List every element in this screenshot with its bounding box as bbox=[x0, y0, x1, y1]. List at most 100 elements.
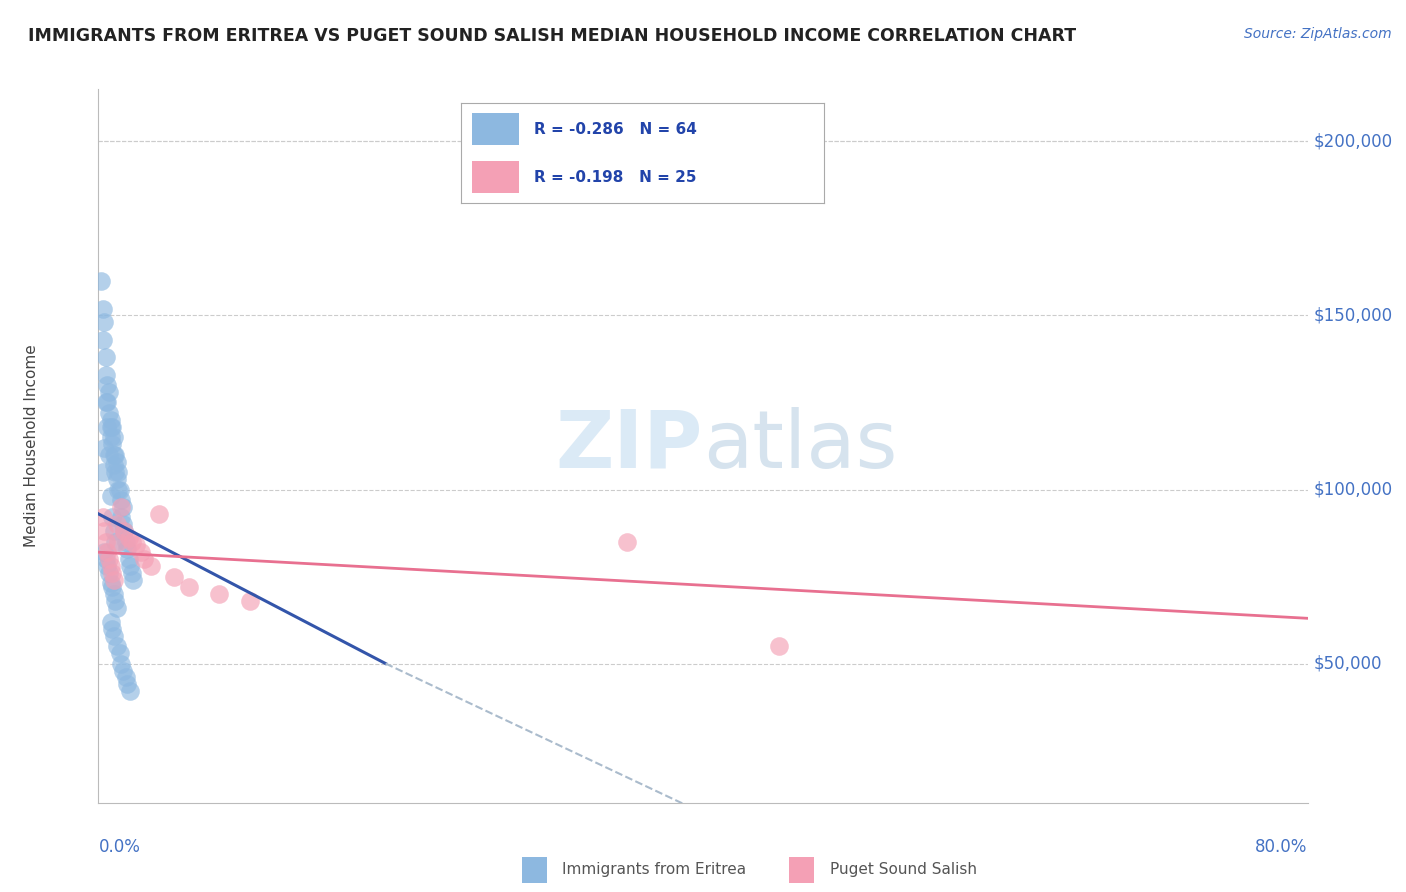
Point bbox=[100, 420, 122, 434]
Point bbox=[114, 534, 136, 549]
Point bbox=[132, 552, 155, 566]
Point bbox=[125, 538, 148, 552]
Text: Source: ZipAtlas.com: Source: ZipAtlas.com bbox=[1244, 27, 1392, 41]
Point bbox=[112, 524, 135, 539]
Text: Immigrants from Eritrea: Immigrants from Eritrea bbox=[562, 863, 747, 877]
Point bbox=[107, 483, 129, 497]
Point bbox=[100, 413, 122, 427]
Point bbox=[103, 448, 125, 462]
Point bbox=[105, 639, 128, 653]
Point bbox=[118, 531, 141, 545]
Point bbox=[94, 368, 117, 382]
Point bbox=[110, 500, 132, 514]
Point bbox=[101, 622, 124, 636]
Point bbox=[108, 483, 131, 497]
Point bbox=[115, 541, 138, 556]
Text: ZIP: ZIP bbox=[555, 407, 703, 485]
Point bbox=[98, 406, 121, 420]
Point bbox=[103, 524, 125, 539]
Point bbox=[96, 395, 118, 409]
Point bbox=[104, 465, 127, 479]
Point bbox=[120, 684, 142, 698]
Point bbox=[91, 510, 114, 524]
Point bbox=[101, 566, 124, 580]
Point bbox=[93, 441, 115, 455]
Point bbox=[239, 594, 262, 608]
Text: $100,000: $100,000 bbox=[1313, 481, 1393, 499]
Point bbox=[120, 559, 142, 574]
Point bbox=[94, 350, 117, 364]
Point bbox=[108, 646, 131, 660]
Point bbox=[105, 600, 128, 615]
Point bbox=[100, 576, 122, 591]
Point bbox=[101, 420, 124, 434]
Text: $150,000: $150,000 bbox=[1313, 307, 1393, 325]
Point bbox=[98, 566, 121, 580]
Point bbox=[93, 315, 115, 329]
Point bbox=[148, 507, 170, 521]
Point bbox=[96, 378, 118, 392]
Point bbox=[104, 594, 127, 608]
Point bbox=[103, 587, 125, 601]
Point bbox=[105, 517, 128, 532]
Point bbox=[122, 573, 145, 587]
Text: IMMIGRANTS FROM ERITREA VS PUGET SOUND SALISH MEDIAN HOUSEHOLD INCOME CORRELATIO: IMMIGRANTS FROM ERITREA VS PUGET SOUND S… bbox=[28, 27, 1076, 45]
Point bbox=[101, 510, 124, 524]
Point bbox=[141, 559, 163, 574]
Point bbox=[103, 573, 125, 587]
Point bbox=[111, 500, 134, 514]
Text: Puget Sound Salish: Puget Sound Salish bbox=[830, 863, 977, 877]
Point bbox=[616, 534, 638, 549]
Point bbox=[118, 552, 141, 566]
Text: atlas: atlas bbox=[703, 407, 897, 485]
Point bbox=[114, 671, 136, 685]
Point bbox=[101, 437, 124, 451]
Point bbox=[121, 566, 143, 580]
Point bbox=[100, 430, 122, 444]
Point bbox=[121, 534, 143, 549]
Point bbox=[100, 615, 122, 629]
Point bbox=[105, 455, 128, 469]
Point bbox=[208, 587, 231, 601]
Point bbox=[94, 552, 117, 566]
Point bbox=[98, 385, 121, 400]
Point bbox=[768, 639, 790, 653]
Point bbox=[96, 559, 118, 574]
Point bbox=[91, 333, 114, 347]
Point bbox=[103, 430, 125, 444]
Point bbox=[100, 490, 122, 504]
Point bbox=[111, 517, 134, 532]
Point bbox=[103, 629, 125, 643]
Point bbox=[112, 524, 135, 539]
Point bbox=[163, 569, 186, 583]
Point bbox=[93, 545, 115, 559]
Point bbox=[100, 559, 122, 574]
Point bbox=[101, 580, 124, 594]
Point bbox=[96, 545, 118, 559]
Point bbox=[115, 677, 138, 691]
Point bbox=[105, 472, 128, 486]
Text: 0.0%: 0.0% bbox=[98, 838, 141, 856]
Point bbox=[98, 552, 121, 566]
Point bbox=[91, 301, 114, 316]
Point bbox=[107, 465, 129, 479]
Point bbox=[94, 395, 117, 409]
Point bbox=[104, 534, 127, 549]
Text: 80.0%: 80.0% bbox=[1256, 838, 1308, 856]
Point bbox=[107, 534, 129, 549]
Point bbox=[98, 448, 121, 462]
Point bbox=[177, 580, 201, 594]
Point bbox=[93, 524, 115, 539]
Point bbox=[103, 458, 125, 472]
Point bbox=[90, 274, 112, 288]
Point bbox=[94, 534, 117, 549]
Point bbox=[111, 664, 134, 678]
Point bbox=[110, 657, 132, 671]
Point bbox=[129, 545, 152, 559]
Text: $50,000: $50,000 bbox=[1313, 655, 1382, 673]
Point bbox=[110, 510, 132, 524]
Text: $200,000: $200,000 bbox=[1313, 132, 1393, 151]
Point bbox=[110, 492, 132, 507]
Text: Median Household Income: Median Household Income bbox=[24, 344, 39, 548]
Point bbox=[91, 465, 114, 479]
